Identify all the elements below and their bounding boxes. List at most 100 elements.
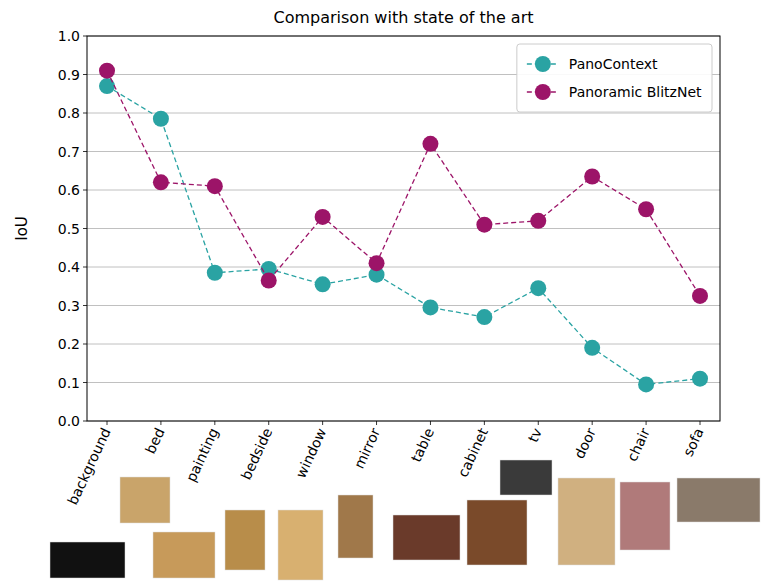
y-tick-label: 0.3 bbox=[58, 298, 80, 314]
x-tick-label: bedside bbox=[238, 426, 276, 483]
data-point bbox=[584, 340, 600, 356]
grid-line bbox=[87, 344, 720, 345]
data-point bbox=[638, 376, 654, 392]
thumbnail bbox=[120, 477, 170, 523]
x-tick-label: door bbox=[571, 425, 599, 461]
x-tick bbox=[376, 421, 377, 425]
thumbnail bbox=[500, 460, 552, 495]
y-tick bbox=[83, 190, 87, 191]
x-tick-label: window bbox=[292, 426, 329, 481]
data-point bbox=[153, 174, 169, 190]
y-tick-label: 0.2 bbox=[58, 336, 80, 352]
background bbox=[0, 0, 761, 581]
grid-line bbox=[87, 113, 720, 114]
y-axis-title: IoU bbox=[13, 216, 31, 241]
x-tick bbox=[592, 421, 593, 425]
plot-frame bbox=[87, 36, 720, 421]
x-tick bbox=[322, 421, 323, 425]
data-point bbox=[207, 178, 223, 194]
data-point bbox=[315, 276, 331, 292]
data-point bbox=[99, 78, 115, 94]
thumbnail bbox=[393, 515, 460, 560]
grid-line bbox=[87, 267, 720, 268]
data-point bbox=[315, 209, 331, 225]
data-point bbox=[530, 213, 546, 229]
x-tick-label: tv bbox=[525, 426, 545, 445]
y-tick bbox=[83, 36, 87, 37]
data-point bbox=[422, 299, 438, 315]
data-point bbox=[99, 63, 115, 79]
y-tick-label: 0.8 bbox=[58, 105, 80, 121]
data-point bbox=[692, 371, 708, 387]
x-tick bbox=[538, 421, 539, 425]
legend-label: Panoramic BlitzNet bbox=[569, 84, 702, 100]
x-tick-label: chair bbox=[624, 425, 653, 464]
data-point bbox=[153, 111, 169, 127]
y-tick bbox=[83, 344, 87, 345]
legend-marker bbox=[535, 56, 551, 72]
y-tick-label: 1.0 bbox=[58, 28, 80, 44]
x-tick bbox=[214, 421, 215, 425]
data-point bbox=[584, 169, 600, 185]
thumbnail bbox=[558, 478, 615, 565]
x-tick-label: bed bbox=[142, 426, 168, 457]
grid-line bbox=[87, 382, 720, 383]
x-tick-label: sofa bbox=[680, 426, 707, 459]
thumbnail bbox=[338, 495, 373, 558]
legend: PanoContext Panoramic BlitzNet bbox=[517, 44, 712, 112]
legend-label: PanoContext bbox=[569, 56, 658, 72]
y-tick bbox=[83, 382, 87, 383]
thumbnail bbox=[50, 542, 125, 578]
data-point bbox=[692, 288, 708, 304]
y-tick-label: 0.0 bbox=[58, 413, 80, 429]
y-tick-label: 0.7 bbox=[58, 144, 80, 160]
grid-line bbox=[87, 151, 720, 152]
y-tick bbox=[83, 151, 87, 152]
thumbnail bbox=[620, 482, 670, 550]
x-tick-label: painting bbox=[183, 426, 222, 485]
x-tick bbox=[430, 421, 431, 425]
y-tick-label: 0.1 bbox=[58, 375, 80, 391]
data-point bbox=[476, 309, 492, 325]
data-point bbox=[476, 217, 492, 233]
thumbnail bbox=[467, 500, 527, 565]
x-tick-label: mirror bbox=[351, 425, 384, 471]
x-tick-label: table bbox=[408, 426, 437, 465]
data-point bbox=[638, 201, 654, 217]
data-point bbox=[207, 265, 223, 281]
title: Comparison with state of the art bbox=[273, 8, 533, 27]
data-point bbox=[530, 280, 546, 296]
legend-marker bbox=[535, 84, 551, 100]
grid-line bbox=[87, 305, 720, 306]
legend-box bbox=[517, 44, 712, 112]
y-tick-label: 0.5 bbox=[58, 221, 80, 237]
x-tick bbox=[484, 421, 485, 425]
y-tick bbox=[83, 228, 87, 229]
series-line bbox=[107, 86, 700, 384]
y-tick bbox=[83, 267, 87, 268]
data-point bbox=[422, 136, 438, 152]
chart: Comparison with state of the art 0.0 0.1 0.… bbox=[0, 0, 761, 581]
x-tick bbox=[646, 421, 647, 425]
data-point bbox=[369, 255, 385, 271]
y-tick bbox=[83, 305, 87, 306]
y-tick-label: 0.9 bbox=[58, 67, 80, 83]
thumbnail bbox=[677, 478, 760, 522]
grid-line bbox=[87, 228, 720, 229]
x-tick bbox=[700, 421, 701, 425]
thumbnail bbox=[278, 510, 323, 580]
x-tick bbox=[268, 421, 269, 425]
x-tick-label: cabinet bbox=[455, 425, 492, 479]
y-tick bbox=[83, 421, 87, 422]
y-tick-label: 0.6 bbox=[58, 182, 80, 198]
y-tick bbox=[83, 74, 87, 75]
y-tick bbox=[83, 113, 87, 114]
grid-line bbox=[87, 190, 720, 191]
y-tick-label: 0.4 bbox=[58, 259, 80, 275]
thumbnail bbox=[225, 510, 265, 570]
x-tick bbox=[107, 421, 108, 425]
thumbnail bbox=[153, 532, 215, 578]
data-point bbox=[261, 272, 277, 288]
x-tick-label: background bbox=[64, 426, 113, 508]
x-tick bbox=[160, 421, 161, 425]
